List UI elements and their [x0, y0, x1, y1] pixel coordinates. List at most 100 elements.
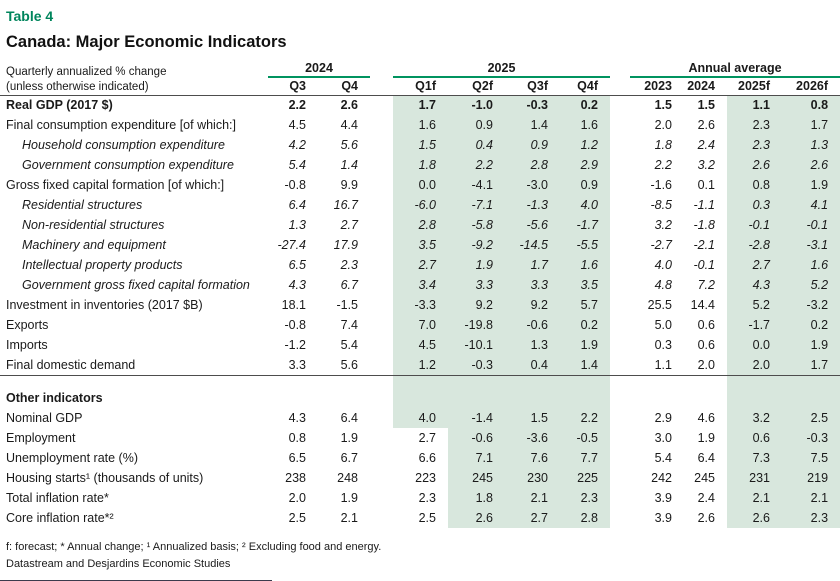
row-label: Final consumption expenditure [of which:… [6, 117, 236, 132]
cell: 2.6 [448, 508, 505, 528]
row-label: Real GDP (2017 $) [6, 98, 113, 112]
row-label: Non-residential structures [22, 217, 165, 232]
cell: 0.8 [288, 430, 306, 445]
column-gap [370, 375, 393, 388]
row-label: Core inflation rate*² [6, 510, 114, 525]
cell: 6.4 [340, 410, 358, 425]
cell: 14.4 [690, 297, 715, 312]
row-label: Household consumption expenditure [22, 137, 225, 152]
row-label: Final domestic demand [0, 355, 268, 376]
col-header-q4f: Q4f [560, 77, 610, 96]
cell: 1.7 [782, 115, 840, 135]
cell: 2.1 [340, 510, 358, 525]
cell: 3.3 [448, 275, 505, 295]
cell: 2.1 [727, 488, 782, 508]
cell: 3.0 [654, 430, 672, 445]
cell: 3.3 [268, 355, 318, 376]
cell: 245 [694, 470, 715, 485]
cell: 1.3 [782, 135, 840, 155]
cell: -0.8 [284, 177, 306, 192]
cell: -0.3 [782, 428, 840, 448]
cell: 0.3 [654, 337, 672, 352]
cell: 0.2 [782, 315, 840, 335]
cell: 1.6 [782, 255, 840, 275]
cell: 2.4 [697, 490, 715, 505]
table-row: Investment in inventories (2017 $B) 18.1 -… [0, 295, 840, 315]
row-label: Imports [6, 337, 48, 352]
cell: 17.9 [333, 237, 358, 252]
measure-description-line1: Quarterly annualized % change [6, 65, 167, 78]
cell: 2.3 [727, 135, 782, 155]
row-label: Investment in inventories (2017 $B) [6, 297, 203, 312]
row-label: Gross fixed capital formation [of which:… [6, 177, 225, 192]
cell: 4.3 [727, 275, 782, 295]
cell: 3.9 [654, 490, 672, 505]
column-gap [610, 195, 630, 215]
column-gap [610, 375, 630, 388]
column-gap [370, 195, 393, 215]
cell: 25.5 [647, 297, 672, 312]
cell: 219 [782, 468, 840, 488]
cell: 5.4 [654, 450, 672, 465]
column-gap [610, 408, 630, 428]
cell: 2.7 [340, 217, 358, 232]
cell: -3.6 [505, 428, 560, 448]
cell: 7.5 [782, 448, 840, 468]
cell: -0.3 [505, 95, 560, 115]
cell: -3.1 [782, 235, 840, 255]
cell: 0.0 [393, 175, 448, 195]
cell: 1.2 [393, 355, 448, 376]
cell: 1.1 [727, 95, 782, 115]
cell: 2.8 [505, 155, 560, 175]
cell: 1.9 [560, 335, 610, 355]
cell: 4.3 [288, 410, 306, 425]
col-header-q2f: Q2f [448, 77, 505, 96]
cell: -0.1 [727, 215, 782, 235]
column-gap [610, 508, 630, 528]
table-row: Employment 0.8 1.9 2.7 -0.6 -3.6 -0.5 3.0 1.9 0.6… [0, 428, 840, 448]
cell: 0.6 [697, 337, 715, 352]
column-gap [370, 468, 393, 488]
cell: 230 [505, 468, 560, 488]
cell: 0.6 [727, 428, 782, 448]
bottom-partial-rule [0, 579, 272, 581]
cell: -4.1 [448, 175, 505, 195]
cell: 1.9 [340, 430, 358, 445]
cell [630, 375, 684, 388]
cell: 3.3 [505, 275, 560, 295]
cell [393, 375, 448, 388]
cell: 4.5 [288, 117, 306, 132]
cell: -1.4 [448, 408, 505, 428]
group-header-2024: 2024 [268, 60, 370, 78]
cell: -1.7 [560, 215, 610, 235]
cell: 238 [285, 470, 306, 485]
cell: -2.8 [727, 235, 782, 255]
cell: -8.5 [650, 197, 672, 212]
table-row: Housing starts¹ (thousands of units) 238 2… [0, 468, 840, 488]
cell: 7.2 [697, 277, 715, 292]
measure-description: Quarterly annualized % change (unless ot… [0, 60, 268, 96]
cell: 2.2 [448, 155, 505, 175]
cell: -0.6 [505, 315, 560, 335]
row-label: Employment [6, 430, 76, 445]
cell [684, 375, 727, 388]
table-row: Exports -0.8 7.4 7.0 -19.8 -0.6 0.2 5.0 0.6 -1.7 0… [0, 315, 840, 335]
cell: 5.0 [654, 317, 672, 332]
cell: 3.4 [393, 275, 448, 295]
cell: 6.4 [697, 450, 715, 465]
cell: 1.4 [505, 115, 560, 135]
cell: -5.8 [448, 215, 505, 235]
table-row: Unemployment rate (%) 6.5 6.7 6.6 7.1 7.6 7.7 5… [0, 448, 840, 468]
column-gap [610, 155, 630, 175]
cell: -1.5 [336, 297, 358, 312]
table-row: Nominal GDP 4.3 6.4 4.0 -1.4 1.5 2.2 2.9 4.6 3.2 2… [0, 408, 840, 428]
cell: 7.0 [393, 315, 448, 335]
row-label: Housing starts¹ (thousands of units) [6, 470, 204, 485]
column-gap [610, 215, 630, 235]
cell: 6.6 [418, 450, 436, 465]
cell: 2.4 [697, 137, 715, 152]
cell: 4.2 [288, 137, 306, 152]
col-header-q4: Q4 [318, 77, 370, 96]
cell: 2.9 [654, 410, 672, 425]
cell: 4.4 [340, 117, 358, 132]
